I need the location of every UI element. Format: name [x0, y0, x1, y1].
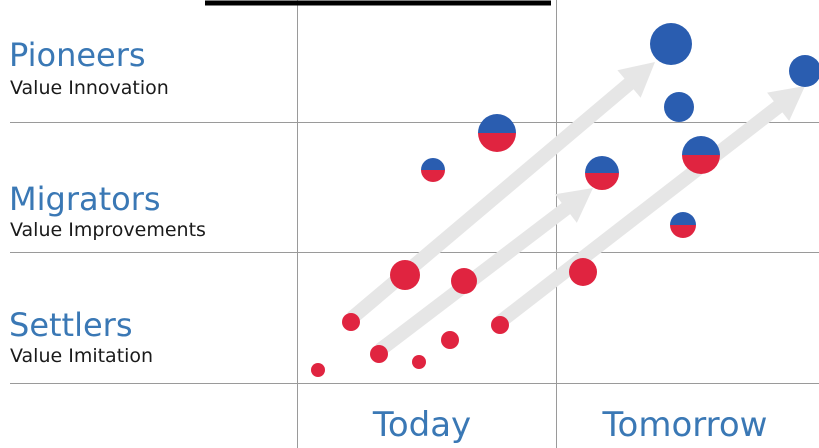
dot-top-half: [670, 212, 696, 225]
migrators-subtitle: Value Improvements: [10, 219, 206, 241]
dot-circle: [370, 345, 388, 363]
column-labels: Today Tomorrow: [372, 405, 768, 445]
dot-split-13: [682, 136, 720, 174]
dot-red-1: [311, 363, 325, 377]
dot-split-14: [670, 212, 696, 238]
column-today: Today: [372, 405, 471, 445]
migration-arrows: [347, 62, 805, 356]
dot-red-5: [441, 331, 459, 349]
dot-red-3: [370, 345, 388, 363]
dot-circle: [664, 92, 694, 122]
company-dots: [311, 23, 819, 377]
dot-blue-16: [664, 92, 694, 122]
dot-circle: [789, 55, 819, 87]
grid: [10, 0, 819, 448]
dot-bottom-half: [478, 133, 516, 152]
dot-top-half: [421, 158, 445, 170]
dot-blue-15: [650, 23, 692, 65]
dot-bottom-half: [670, 225, 696, 238]
dot-top-half: [682, 136, 720, 155]
dot-top-half: [478, 114, 516, 133]
dot-red-7: [451, 268, 477, 294]
dot-red-8: [491, 316, 509, 334]
settlers-title: Settlers: [9, 306, 133, 344]
row-labels: Pioneers Value Innovation Migrators Valu…: [9, 36, 206, 367]
dot-red-6: [390, 260, 420, 290]
dot-split-11: [478, 114, 516, 152]
settlers-subtitle: Value Imitation: [10, 345, 153, 367]
migrators-title: Migrators: [9, 180, 161, 218]
pioneers-subtitle: Value Innovation: [10, 77, 169, 99]
column-tomorrow: Tomorrow: [602, 405, 768, 445]
dot-blue-17: [789, 55, 819, 87]
migration-arrow-2: [375, 188, 593, 356]
dot-circle: [441, 331, 459, 349]
migration-arrow-1: [347, 62, 655, 324]
dot-circle: [412, 355, 426, 369]
dot-top-half: [585, 156, 619, 173]
dot-circle: [491, 316, 509, 334]
dot-red-4: [412, 355, 426, 369]
dot-circle: [342, 313, 360, 331]
dot-bottom-half: [585, 173, 619, 190]
dot-circle: [390, 260, 420, 290]
dot-bottom-half: [421, 170, 445, 182]
dot-circle: [569, 258, 597, 286]
dot-bottom-half: [682, 155, 720, 174]
dot-red-2: [342, 313, 360, 331]
dot-red-9: [569, 258, 597, 286]
dot-circle: [650, 23, 692, 65]
dot-circle: [451, 268, 477, 294]
dot-circle: [311, 363, 325, 377]
dot-split-10: [421, 158, 445, 182]
dot-split-12: [585, 156, 619, 190]
pioneers-title: Pioneers: [9, 36, 146, 74]
